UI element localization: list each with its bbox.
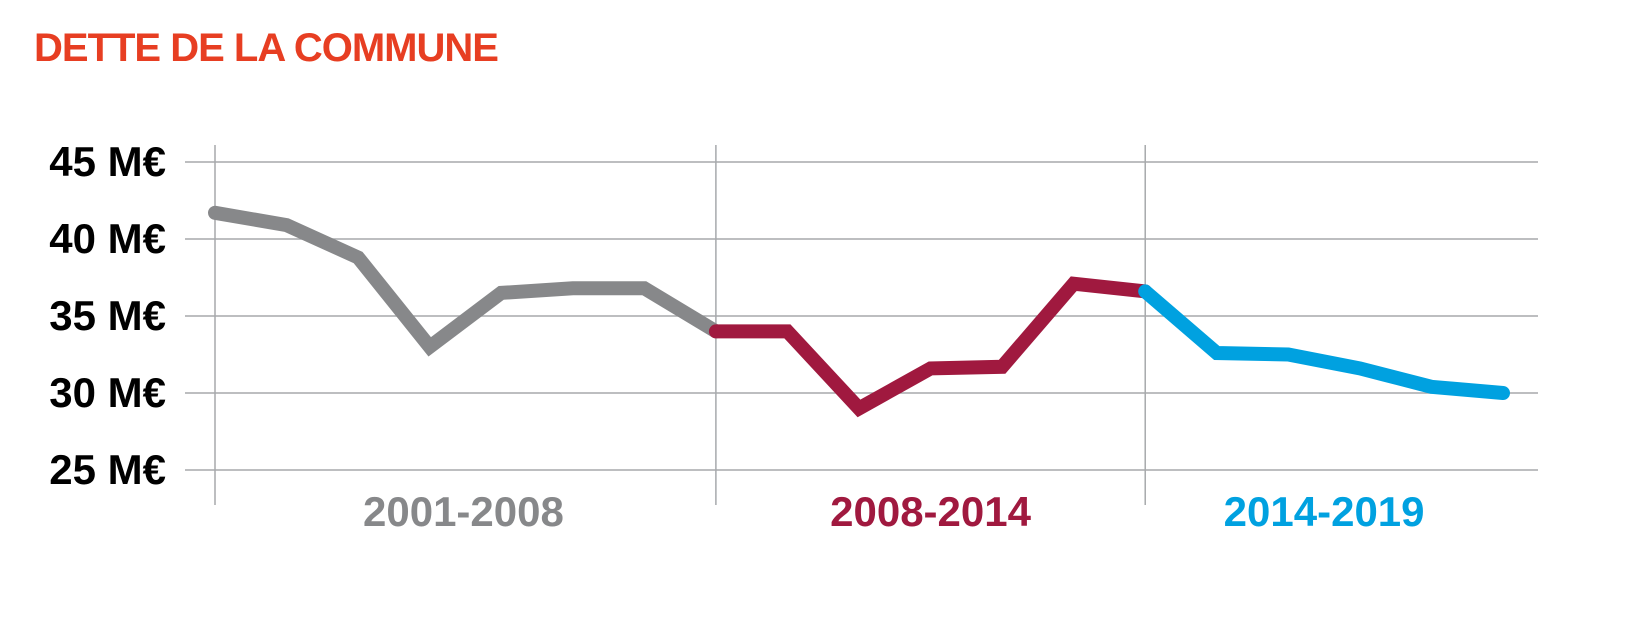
y-tick-label: 30 M€ [49, 369, 166, 416]
period-label-2001-2008: 2001-2008 [363, 488, 564, 535]
y-tick-label: 45 M€ [49, 138, 166, 185]
period-label-2008-2014: 2008-2014 [830, 488, 1031, 535]
series-line-2001-2008 [208, 205, 723, 357]
period-label-2014-2019: 2014-2019 [1224, 488, 1425, 535]
series-line-2014-2019 [1138, 284, 1510, 400]
y-tick-label: 35 M€ [49, 292, 166, 339]
chart-title: DETTE DE LA COMMUNE [34, 26, 499, 70]
series-line-2008-2014 [708, 276, 1153, 418]
y-tick-label: 40 M€ [49, 215, 166, 262]
y-tick-label: 25 M€ [49, 446, 166, 493]
